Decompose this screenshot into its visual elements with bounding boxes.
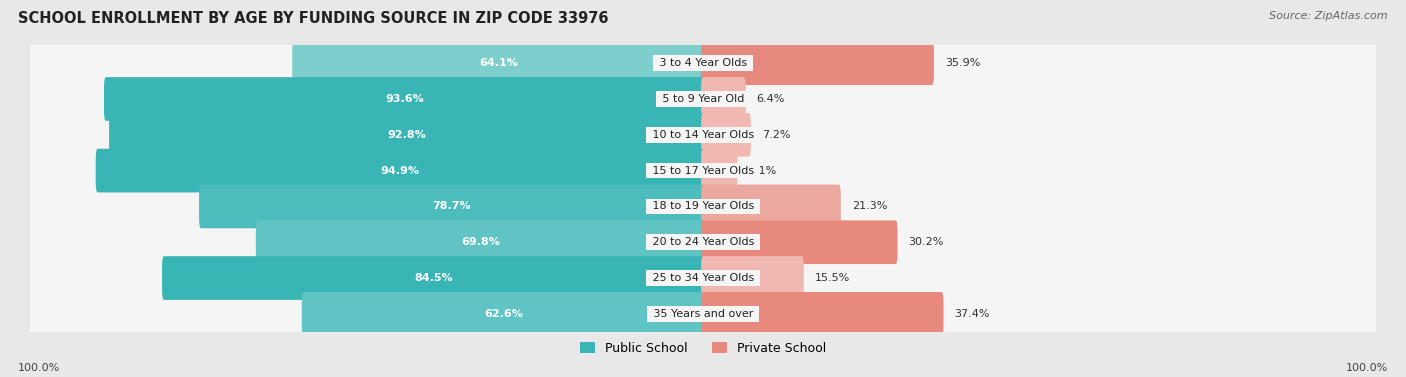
FancyBboxPatch shape — [200, 185, 704, 228]
FancyBboxPatch shape — [256, 221, 704, 264]
FancyBboxPatch shape — [702, 185, 841, 228]
Text: 94.9%: 94.9% — [381, 166, 420, 176]
Text: 10 to 14 Year Olds: 10 to 14 Year Olds — [648, 130, 758, 140]
FancyBboxPatch shape — [30, 33, 1376, 93]
FancyBboxPatch shape — [702, 77, 745, 121]
Text: 20 to 24 Year Olds: 20 to 24 Year Olds — [648, 237, 758, 247]
Text: 6.4%: 6.4% — [756, 94, 785, 104]
Text: 15 to 17 Year Olds: 15 to 17 Year Olds — [648, 166, 758, 176]
FancyBboxPatch shape — [30, 248, 1376, 308]
FancyBboxPatch shape — [30, 176, 1376, 237]
Text: 37.4%: 37.4% — [955, 309, 990, 319]
FancyBboxPatch shape — [104, 77, 704, 121]
Text: 3 to 4 Year Olds: 3 to 4 Year Olds — [655, 58, 751, 68]
Text: 21.3%: 21.3% — [852, 201, 887, 211]
Text: 35 Years and over: 35 Years and over — [650, 309, 756, 319]
Legend: Public School, Private School: Public School, Private School — [575, 337, 831, 360]
Text: SCHOOL ENROLLMENT BY AGE BY FUNDING SOURCE IN ZIP CODE 33976: SCHOOL ENROLLMENT BY AGE BY FUNDING SOUR… — [18, 11, 609, 26]
Text: 93.6%: 93.6% — [385, 94, 423, 104]
Text: 78.7%: 78.7% — [433, 201, 471, 211]
Text: 100.0%: 100.0% — [1346, 363, 1388, 373]
Text: 5 to 9 Year Old: 5 to 9 Year Old — [658, 94, 748, 104]
FancyBboxPatch shape — [702, 256, 804, 300]
Text: 64.1%: 64.1% — [479, 58, 517, 68]
Text: 7.2%: 7.2% — [762, 130, 790, 140]
FancyBboxPatch shape — [302, 292, 704, 336]
FancyBboxPatch shape — [702, 221, 897, 264]
FancyBboxPatch shape — [110, 113, 704, 156]
FancyBboxPatch shape — [30, 212, 1376, 273]
FancyBboxPatch shape — [30, 104, 1376, 165]
Text: 30.2%: 30.2% — [908, 237, 943, 247]
Text: 25 to 34 Year Olds: 25 to 34 Year Olds — [648, 273, 758, 283]
FancyBboxPatch shape — [30, 284, 1376, 344]
Text: 15.5%: 15.5% — [814, 273, 849, 283]
FancyBboxPatch shape — [702, 149, 738, 192]
FancyBboxPatch shape — [30, 140, 1376, 201]
Text: 84.5%: 84.5% — [415, 273, 453, 283]
FancyBboxPatch shape — [162, 256, 704, 300]
Text: 35.9%: 35.9% — [945, 58, 980, 68]
Text: 5.1%: 5.1% — [748, 166, 776, 176]
FancyBboxPatch shape — [292, 41, 704, 85]
Text: Source: ZipAtlas.com: Source: ZipAtlas.com — [1270, 11, 1388, 21]
FancyBboxPatch shape — [702, 292, 943, 336]
FancyBboxPatch shape — [30, 69, 1376, 129]
FancyBboxPatch shape — [702, 41, 934, 85]
Text: 100.0%: 100.0% — [18, 363, 60, 373]
FancyBboxPatch shape — [96, 149, 704, 192]
Text: 18 to 19 Year Olds: 18 to 19 Year Olds — [648, 201, 758, 211]
Text: 92.8%: 92.8% — [388, 130, 426, 140]
FancyBboxPatch shape — [702, 113, 751, 156]
Text: 62.6%: 62.6% — [484, 309, 523, 319]
Text: 69.8%: 69.8% — [461, 237, 499, 247]
